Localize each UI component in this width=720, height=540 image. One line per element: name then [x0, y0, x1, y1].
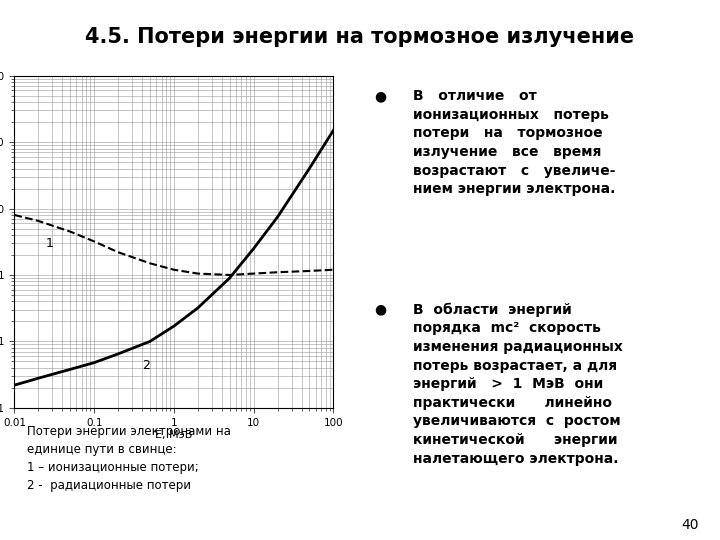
Text: 2: 2	[142, 359, 150, 372]
Text: 1: 1	[46, 237, 54, 250]
Text: 4.5. Потери энергии на тормозное излучение: 4.5. Потери энергии на тормозное излучен…	[86, 27, 634, 47]
Text: ●: ●	[374, 302, 387, 316]
Text: В  области  энергий
порядка  mc²  скорость
изменения радиационных
потерь возраст: В области энергий порядка mc² скорость и…	[413, 302, 623, 465]
Text: 40: 40	[681, 518, 698, 532]
Text: ●: ●	[374, 89, 387, 103]
X-axis label: E, МэВ: E, МэВ	[156, 430, 192, 441]
Text: В   отличие   от
ионизационных   потерь
потери   на   тормозное
излучение   все : В отличие от ионизационных потерь потери…	[413, 89, 616, 197]
Text: Потери энергии электронами на
единице пути в свинце:
1 – ионизационные потери;
2: Потери энергии электронами на единице пу…	[27, 426, 231, 492]
